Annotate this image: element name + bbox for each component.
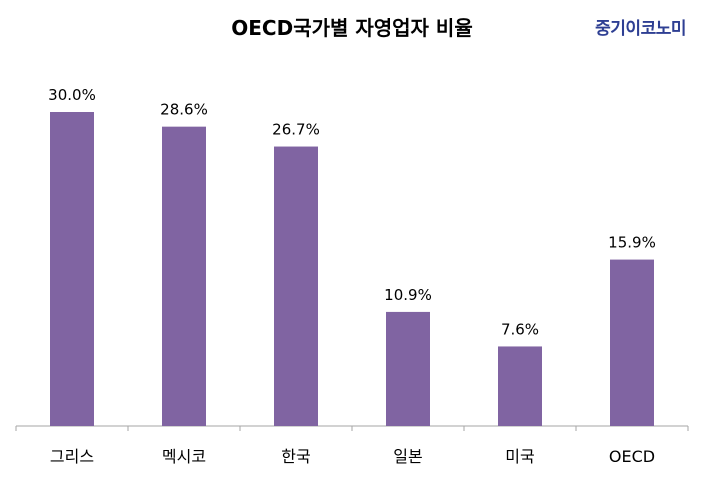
category-label-1: 멕시코: [162, 447, 206, 466]
chart-title: OECD국가별 자영업자 비율: [231, 16, 473, 40]
data-label-4: 7.6%: [501, 320, 539, 338]
bar-1: [162, 126, 206, 427]
category-label-4: 미국: [505, 447, 534, 466]
bar-4: [498, 346, 542, 426]
bar-5: [610, 259, 654, 426]
bar-2: [274, 146, 318, 427]
category-label-0: 그리스: [50, 447, 94, 466]
bar-0: [50, 112, 94, 426]
data-label-3: 10.9%: [384, 286, 432, 304]
data-label-2: 26.7%: [272, 121, 320, 139]
category-label-2: 한국: [281, 447, 310, 466]
data-label-0: 30.0%: [48, 86, 96, 104]
data-label-5: 15.9%: [608, 234, 656, 252]
category-label-5: OECD: [609, 447, 655, 466]
brand-logo-text: 중기이코노미: [595, 19, 686, 39]
category-label-3: 일본: [393, 447, 422, 466]
bar-3: [386, 311, 430, 426]
data-label-1: 28.6%: [160, 101, 208, 119]
